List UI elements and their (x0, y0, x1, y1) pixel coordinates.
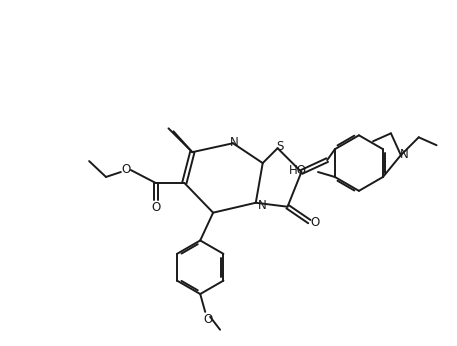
Text: HO: HO (289, 164, 307, 176)
Text: O: O (311, 216, 320, 229)
Text: O: O (151, 201, 160, 214)
Text: N: N (399, 148, 408, 161)
Text: S: S (276, 140, 283, 153)
Text: N: N (258, 199, 267, 212)
Text: N: N (229, 136, 239, 149)
Text: O: O (121, 163, 130, 175)
Text: O: O (203, 313, 213, 326)
